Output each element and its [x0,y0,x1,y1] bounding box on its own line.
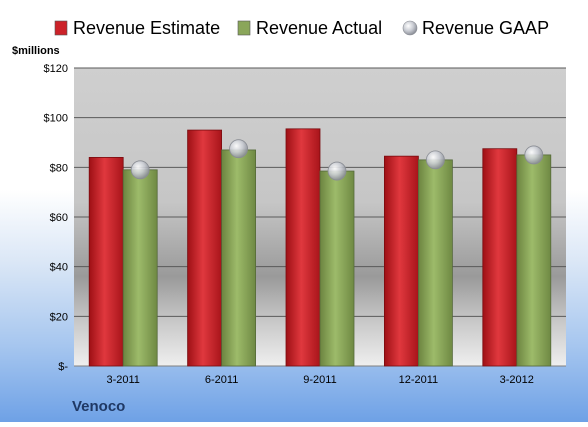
x-tick-label: 3-2012 [500,374,534,386]
y-unit-label: $millions [12,45,60,57]
y-tick-label: $120 [44,63,68,75]
y-tick-label: $20 [50,311,68,323]
bar-revenue-actual [221,149,257,367]
company-name: Venoco [72,398,126,415]
bar-revenue-estimate [88,156,124,367]
y-tick-label: $80 [50,162,68,174]
bar-revenue-actual [122,169,158,367]
y-tick-label: $60 [50,212,68,224]
legend-swatch [237,20,251,36]
marker-revenue-gaap [524,145,544,165]
x-tick-label: 9-2011 [303,374,336,386]
x-tick-label: 6-2011 [205,374,238,386]
marker-revenue-gaap [425,150,445,170]
legend-label: Revenue Actual [256,18,382,38]
bar-revenue-actual [417,159,453,367]
y-tick-label: $- [58,361,68,373]
bar-revenue-estimate [383,155,419,367]
y-tick-label: $40 [50,262,68,274]
legend-label: Revenue Estimate [73,18,220,38]
legend: Revenue Estimate Revenue Actual Revenue GA… [54,18,549,38]
legend-swatch [54,20,68,36]
x-tick-label: 12-2011 [399,374,439,386]
marker-revenue-gaap [327,161,347,181]
legend-label: Revenue GAAP [422,18,549,38]
bar-revenue-actual [516,154,552,367]
legend-swatch [402,20,418,36]
x-tick-label: 3-2011 [106,374,139,386]
bar-revenue-estimate [285,128,321,367]
y-tick-label: $100 [44,113,68,125]
marker-revenue-gaap [130,160,150,180]
bar-revenue-actual [319,170,355,367]
marker-revenue-gaap [229,139,249,159]
bar-revenue-estimate [482,148,518,367]
bar-revenue-estimate [187,129,223,367]
